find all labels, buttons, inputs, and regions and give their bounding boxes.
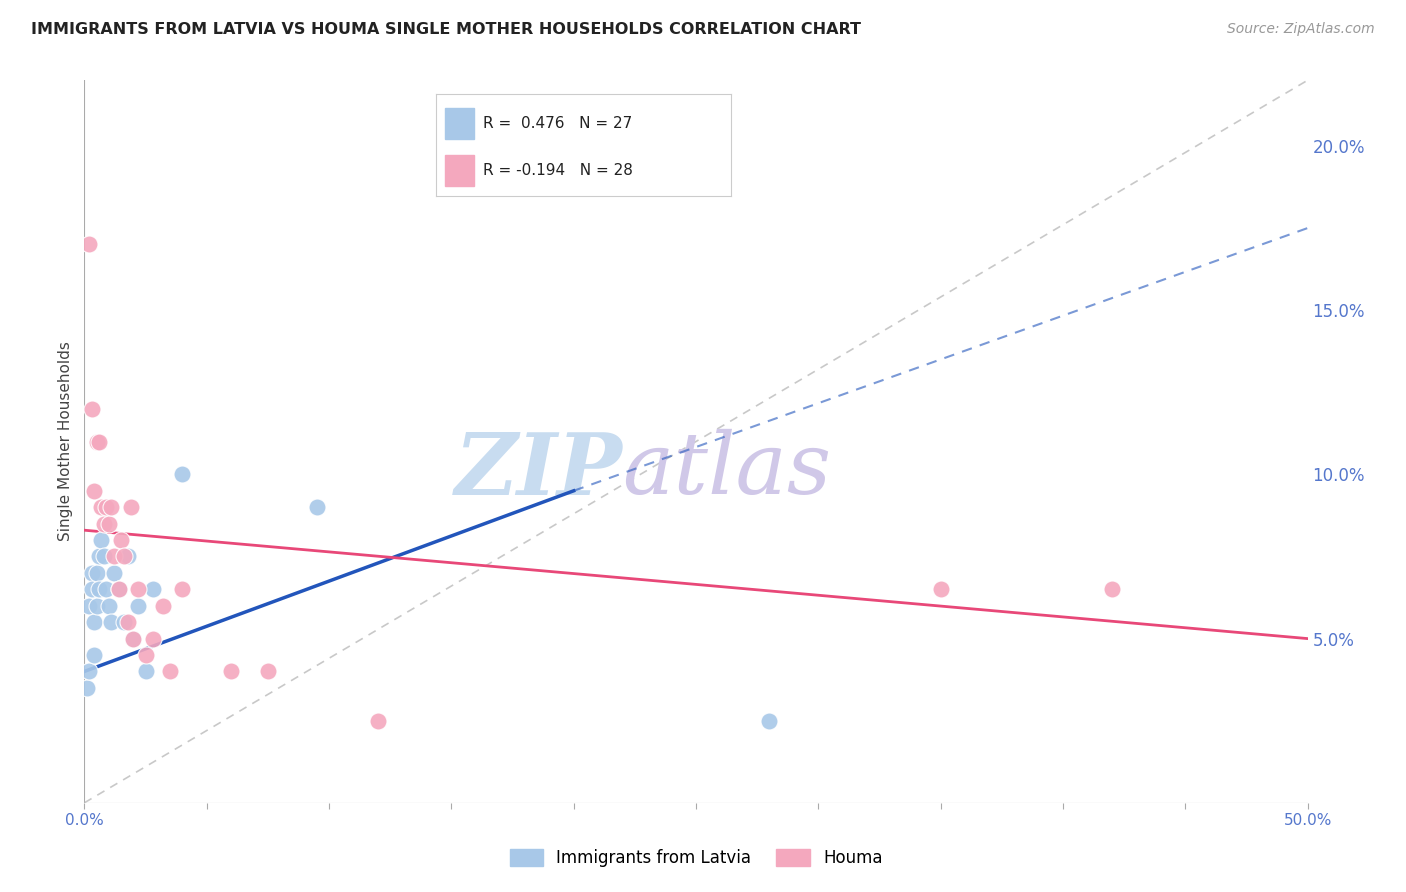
Point <box>103 566 125 580</box>
Text: R = -0.194   N = 28: R = -0.194 N = 28 <box>484 163 633 178</box>
Point <box>127 582 149 597</box>
Point <box>90 533 112 547</box>
Text: ZIP: ZIP <box>454 429 623 512</box>
Point <box>77 237 100 252</box>
Y-axis label: Single Mother Households: Single Mother Households <box>58 342 73 541</box>
Point <box>142 582 165 597</box>
Point <box>80 566 103 580</box>
Point <box>86 599 108 613</box>
Point <box>117 549 139 564</box>
Point <box>96 582 118 597</box>
Point <box>112 549 135 564</box>
Text: R =  0.476   N = 27: R = 0.476 N = 27 <box>484 116 633 131</box>
Point <box>83 648 105 662</box>
Point <box>758 714 780 728</box>
Point <box>80 582 103 597</box>
Point <box>90 500 112 515</box>
Point <box>172 582 194 597</box>
Point <box>96 500 118 515</box>
Point <box>87 434 110 449</box>
Text: Source: ZipAtlas.com: Source: ZipAtlas.com <box>1227 22 1375 37</box>
Point <box>97 516 120 531</box>
Point <box>97 599 120 613</box>
Point <box>103 549 125 564</box>
Point <box>112 615 135 630</box>
Point <box>87 549 110 564</box>
Point <box>83 615 105 630</box>
Point <box>1101 582 1123 597</box>
Point <box>127 599 149 613</box>
Point <box>117 615 139 630</box>
Point <box>93 516 115 531</box>
Point <box>93 549 115 564</box>
Point <box>142 632 165 646</box>
Point <box>122 632 145 646</box>
Text: atlas: atlas <box>623 429 832 512</box>
Point <box>83 483 105 498</box>
Point <box>172 467 194 482</box>
Point <box>367 714 389 728</box>
Legend: Immigrants from Latvia, Houma: Immigrants from Latvia, Houma <box>503 842 889 874</box>
Text: IMMIGRANTS FROM LATVIA VS HOUMA SINGLE MOTHER HOUSEHOLDS CORRELATION CHART: IMMIGRANTS FROM LATVIA VS HOUMA SINGLE M… <box>31 22 860 37</box>
Point <box>80 401 103 416</box>
Point <box>110 533 132 547</box>
Point <box>86 566 108 580</box>
Point <box>120 500 142 515</box>
Point <box>107 582 129 597</box>
Point <box>76 681 98 695</box>
Point <box>107 582 129 597</box>
Point <box>77 599 100 613</box>
Point <box>219 665 242 679</box>
Point <box>135 648 157 662</box>
Point <box>77 665 100 679</box>
Point <box>100 615 122 630</box>
Point <box>100 500 122 515</box>
Point <box>257 665 280 679</box>
Point <box>152 599 174 613</box>
Point <box>159 665 181 679</box>
Point <box>87 582 110 597</box>
Point <box>122 632 145 646</box>
Bar <box>444 155 474 186</box>
Point <box>305 500 328 515</box>
Bar <box>444 108 474 139</box>
Point <box>86 434 108 449</box>
Point <box>929 582 952 597</box>
Point <box>135 665 157 679</box>
